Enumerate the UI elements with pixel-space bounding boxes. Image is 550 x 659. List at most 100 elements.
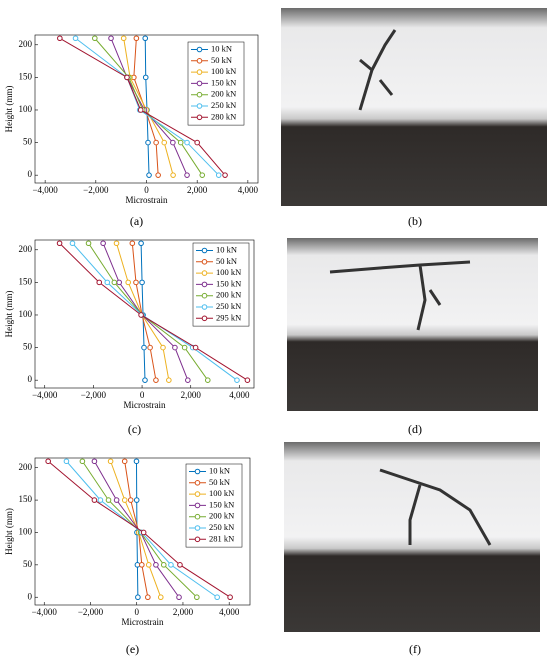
legend-label: 150 kN (209, 499, 234, 509)
data-point (79, 458, 86, 465)
data-point (222, 172, 228, 178)
data-point (153, 377, 159, 383)
data-point (105, 497, 112, 503)
legend-label: 200 kN (209, 511, 234, 521)
series-line (102, 243, 189, 381)
data-point (85, 240, 92, 247)
legend-marker (196, 58, 203, 64)
data-point (244, 377, 251, 383)
data-point (184, 139, 190, 146)
data-point (153, 139, 159, 146)
series-line (110, 38, 188, 176)
x-tick-label: 2,000 (187, 185, 208, 195)
y-tick-label: 0 (28, 169, 33, 179)
data-point (185, 377, 191, 383)
data-point (194, 594, 200, 601)
legend-label: 200 kN (216, 290, 241, 300)
data-point (92, 35, 98, 42)
legend-label: 150 kN (216, 278, 241, 288)
legend-label: 295 kN (216, 312, 241, 322)
crack (379, 468, 492, 546)
y-tick-label: 50 (23, 342, 33, 352)
data-point (124, 74, 130, 81)
data-point (184, 172, 190, 178)
x-tick-label: 0 (144, 185, 149, 195)
data-point (145, 594, 151, 601)
legend-label: 10 kN (211, 43, 232, 53)
data-point (147, 344, 153, 351)
data-point (170, 172, 176, 178)
data-point (56, 240, 63, 247)
legend-label: 50 kN (211, 55, 232, 65)
y-tick-label: 100 (19, 527, 33, 537)
data-point (91, 458, 98, 465)
y-tick-label: 100 (19, 104, 33, 114)
photo-f (284, 442, 540, 632)
legend-label: 250 kN (211, 100, 236, 110)
legend-label: 100 kN (211, 66, 236, 76)
data-point (234, 377, 240, 383)
panel-label: (a) (130, 214, 143, 228)
photo (284, 442, 540, 632)
data-point (139, 279, 145, 286)
plot-frame (34, 457, 251, 606)
data-point (177, 139, 184, 146)
legend-marker (194, 480, 201, 486)
legend-label: 50 kN (209, 477, 230, 487)
panel-label: (f) (409, 642, 421, 656)
legend-label: 100 kN (216, 267, 241, 277)
y-tick-label: 200 (19, 462, 33, 472)
x-tick-label: 4,000 (219, 607, 240, 617)
panel-label: (d) (408, 422, 422, 436)
photo (287, 238, 538, 411)
data-point (108, 35, 114, 42)
panel-label: (c) (128, 422, 141, 436)
x-tick-label: 0 (140, 390, 145, 400)
legend-marker (201, 292, 208, 299)
data-point (57, 35, 63, 42)
data-point (125, 279, 131, 286)
legend-label: 150 kN (211, 77, 236, 87)
data-point (121, 458, 128, 465)
crack (329, 260, 471, 331)
data-point (96, 279, 103, 286)
data-point (107, 458, 114, 465)
legend-marker (194, 536, 201, 543)
data-point (116, 279, 122, 286)
y-tick-label: 100 (19, 309, 33, 319)
legend-label: 10 kN (216, 244, 237, 254)
data-point (168, 562, 174, 568)
legend-label: 200 kN (211, 89, 236, 99)
legend-label: 281 kN (209, 533, 234, 543)
legend-label: 50 kN (216, 256, 237, 266)
x-axis-title: Microstrain (126, 195, 168, 205)
photo (281, 8, 547, 206)
data-point (140, 529, 147, 536)
y-tick-label: 150 (19, 71, 33, 81)
data-point (69, 240, 76, 247)
data-point (133, 497, 140, 503)
legend-marker (194, 513, 201, 520)
plot-frame (34, 239, 255, 389)
legend-marker (196, 114, 203, 121)
data-point (139, 562, 145, 568)
x-tick-label: 4,000 (238, 185, 259, 195)
data-point (133, 458, 140, 465)
legend-marker (201, 304, 208, 310)
data-point (137, 107, 144, 113)
data-point (227, 594, 233, 601)
x-tick-label: 0 (134, 607, 139, 617)
legend-marker (196, 103, 203, 109)
x-tick-label: −2,000 (81, 390, 107, 400)
x-tick-label: −4,000 (32, 390, 58, 400)
x-tick-label: −4,000 (32, 185, 58, 195)
series-line (110, 461, 162, 598)
data-point (153, 562, 159, 568)
data-point (111, 279, 118, 286)
legend-label: 100 kN (209, 488, 234, 498)
legend-marker (196, 80, 203, 87)
y-axis-title: Height (mm) (4, 508, 14, 555)
series-line (144, 38, 150, 176)
